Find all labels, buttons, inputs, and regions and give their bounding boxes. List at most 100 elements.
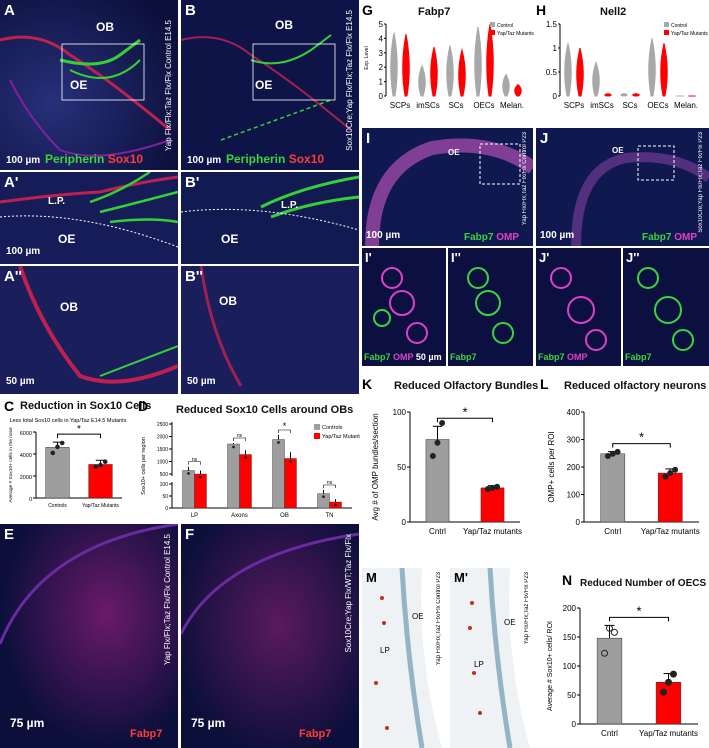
panel-d-letter: D [138,398,149,414]
x-tick-label: OB [280,513,289,519]
chart-l-title: Reduced olfactory neurons [564,380,707,392]
panel-i2-cells [467,267,514,344]
x-tick-label: SCPs [390,101,410,110]
panel-b1-letter: B' [185,174,200,191]
panel-j1-cells [550,267,607,351]
peripherin-stain-label: Peripherin [45,152,105,166]
data-point [672,466,679,473]
sox10-stain-label: Sox10 [107,152,144,166]
panel-j1-micrograph: J' Fabp7 OMP [536,248,621,366]
violin [390,32,398,97]
panel-j2-micrograph: J'' Fabp7 [623,248,709,366]
panel-a2-ob-label: OB [60,300,78,314]
legend-swatch [490,22,495,27]
panel-g-letter: G [362,2,373,18]
data-point [606,624,613,632]
panel-m1-side-label: Yap Flx/Flx;Taz Flx/Flx P23 [524,572,530,645]
violin [446,45,454,97]
significance-bracket [609,616,669,622]
data-point [334,503,337,507]
y-tick-label: 2000 [157,435,168,441]
x-tick-label: SCPs [564,101,584,110]
chart-c-title: Reduction in Sox10 Cells [20,400,152,412]
legend-label: Yap/Taz Mutants [497,31,534,37]
y-tick-label: 0 [379,92,384,101]
data-point [439,420,446,426]
y-tick-label: 0 [402,518,407,527]
panel-a-ob-label: OB [96,20,114,34]
panel-i-stain: Fabp7 OMP [464,232,519,243]
legend-label: Yap/Taz Mutants [671,31,708,37]
violin [576,47,584,97]
panel-j2-cells [637,267,694,351]
chart-l: 0 100 200 300 400 Cntrl Yap/Taz mutants * OMP+ c… [547,408,700,536]
panel-a-letter: A [4,2,15,19]
legend-label: Control [671,23,687,29]
y-tick-label: 50 [567,691,576,700]
violin [418,64,426,97]
bar [45,447,70,499]
panel-i1-cells [373,267,428,344]
chart-d-title: Reduced Sox10 Cells around OBs [176,404,354,416]
x-tick-label: Axons [231,513,248,519]
axis-break [168,476,352,482]
panel-i-tissue [365,138,533,246]
panel-a-oe-label: OE [70,78,88,92]
y-tick-label: 200 [567,463,581,472]
data-point [494,483,501,490]
panel-b-tissue [181,0,359,170]
bar [317,493,330,509]
panel-j-stain: Fabp7 OMP [642,232,697,243]
chart-g: 0 1 2 3 4 5 Exp. Level SCPs imSCs SCs OECs Melan. Co… [364,20,534,110]
panel-m-lp-label: LP [380,646,390,655]
violin [592,60,600,97]
panel-i-scale-label: 100 µm [366,230,401,241]
chart-c-subtitle: Less total Sox10 cells in Yap/Taz E14.5 … [10,418,127,424]
panel-m-micrograph: M OE LP Yap Flx/Flx;Taz Flx/Flx Control … [362,568,448,748]
panel-i2-letter: I'' [451,250,461,265]
panel-a-side-label: Yap Flx/Flx;Taz Flx/Flx Control E14.5 [164,20,173,151]
panel-j-tissue [571,145,709,246]
y-tick-label: 300 [567,436,581,445]
panel-i2-micrograph: I'' Fabp7 [448,248,533,366]
panel-j-letter: J [540,130,549,147]
data-point [59,440,65,446]
panel-m1-lp-label: LP [474,660,484,669]
chart-h: 0 0.5 1 1.5 SCPs imSCs SCs OECs Melan. Control Yap… [546,20,708,110]
panel-a1-letter: A' [4,174,19,191]
significance-mark: * [636,603,641,618]
x-tick-label: Yap/Taz Mutants [82,503,119,509]
panel-b2-tissue [181,266,359,394]
panel-b-oe-label: OE [255,78,273,92]
chart-k: 0 50 100 Cntrl Yap/Taz mutants * Avg # of OMP … [371,404,522,536]
panel-i1-stain: Fabp7 OMP 50 µm [364,352,442,362]
fabp7-stain-label-j: Fabp7 [642,232,672,243]
peripherin-stain-label-b: Peripherin [226,152,286,166]
y-tick-label: 400 [567,408,581,417]
data-point [434,439,441,446]
panel-b1-micrograph: B' L.P. OE [181,172,359,264]
data-point [93,464,99,469]
data-point [187,472,190,475]
panel-h-letter: H [536,2,547,18]
y-tick-label: 1000 [157,460,168,466]
panel-k-letter: K [362,376,373,392]
panel-f-stain: Fabp7 [299,728,332,740]
y-tick-label: 2500 [157,422,168,428]
panel-j2-letter: J'' [626,250,640,265]
panel-b-scale-label: 100 µm [187,155,222,166]
violin [430,46,438,97]
y-tick-label: 1.5 [546,20,558,29]
fabp7-stain-label-i: Fabp7 [464,232,494,243]
panel-j-oe-label: OE [612,146,624,155]
x-tick-label: Yap/Taz mutants [463,527,522,536]
panel-f-letter: F [185,526,195,543]
bar [272,439,285,509]
data-point [662,473,669,480]
panel-i-side-label: Yap Flx/Flx;Taz Flx/Flx Control P23 [522,132,528,226]
y-tick-label: 0 [572,720,577,729]
panel-l-letter: L [540,376,549,392]
data-point [98,462,103,468]
panel-c-letter: C [4,398,15,414]
panel-a-scale-label: 100 µm [6,155,41,166]
